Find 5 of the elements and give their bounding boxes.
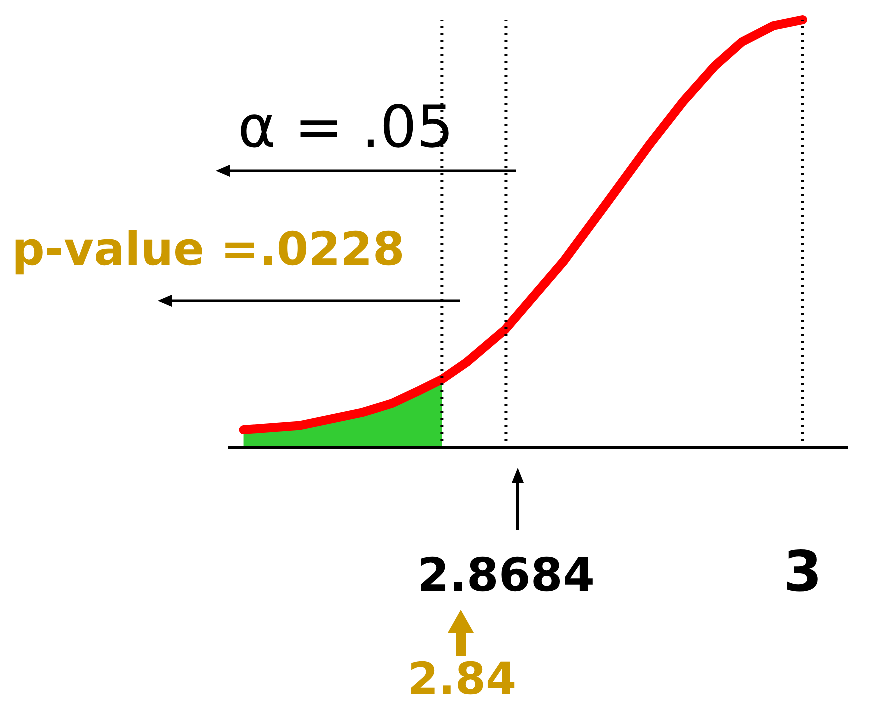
text: 2.84 [408, 654, 517, 704]
annotation: α = .05 [238, 93, 454, 161]
annotation: p-value =.0228 [12, 222, 405, 276]
x-tick-label: 3 [783, 540, 822, 605]
x-tick-label: 2.8684 [417, 548, 595, 602]
